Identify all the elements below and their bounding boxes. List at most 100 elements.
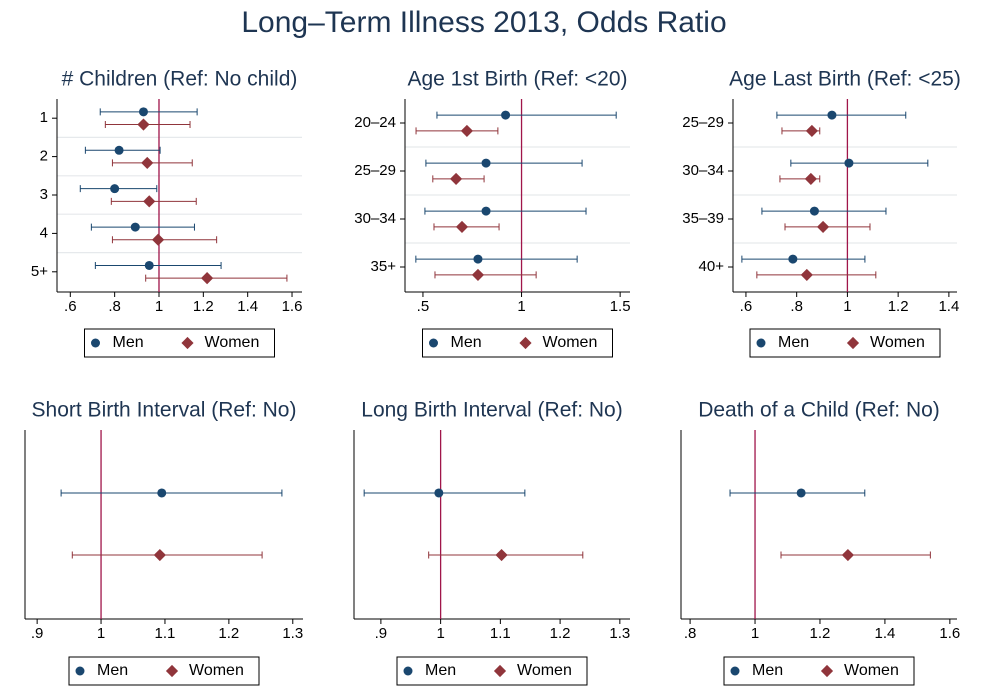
point: [805, 124, 818, 137]
point: [495, 548, 508, 562]
error-bar: [776, 111, 907, 119]
point: [796, 488, 806, 498]
x-tick-label: 1.3: [609, 625, 630, 642]
panel-title: Short Birth Interval (Ref: No): [32, 399, 297, 422]
point: [481, 206, 491, 216]
legend-box: [749, 328, 941, 358]
x-tick-label: 1.4: [938, 298, 959, 315]
error-bar: [761, 207, 887, 215]
point: [130, 222, 140, 232]
legend-marker: [493, 664, 507, 678]
category-label: 1: [40, 109, 48, 126]
x-tick-label: .8: [108, 298, 121, 315]
legend-marker: [730, 666, 740, 676]
x-tick-label: 1.6: [939, 625, 960, 642]
x-tick-label: 1: [843, 298, 851, 315]
category-label: 40+: [699, 258, 725, 275]
x-tick-label: 1.2: [888, 298, 909, 315]
error-bar: [434, 271, 537, 279]
category-label: 25–29: [682, 114, 724, 131]
x-tick-label: 1: [517, 298, 525, 315]
x-tick-label: .9: [31, 625, 44, 642]
panel-title: Long Birth Interval (Ref: No): [361, 399, 622, 422]
category-label: 35+: [371, 258, 397, 275]
legend-label: Men: [425, 662, 456, 679]
point: [827, 110, 837, 120]
point: [153, 548, 166, 562]
category-label: 25–29: [354, 162, 396, 179]
legend-box: [396, 656, 588, 686]
legend-label: Women: [189, 662, 244, 679]
category-label: 20–24: [354, 114, 396, 131]
x-tick-label: 1: [751, 625, 759, 642]
error-bar: [145, 274, 288, 282]
legend-label: Women: [517, 662, 572, 679]
legend-marker: [403, 666, 413, 676]
point: [460, 124, 473, 137]
category-label: 30–34: [682, 162, 724, 179]
error-bar: [790, 159, 929, 167]
x-tick-label: .5: [417, 298, 430, 315]
x-tick-label: 1.1: [490, 625, 511, 642]
legend-marker: [91, 338, 100, 348]
legend-marker: [75, 666, 85, 676]
x-tick-label: 1.5: [610, 298, 631, 315]
error-bar: [436, 111, 617, 119]
point: [449, 172, 463, 185]
legend-label: Women: [844, 662, 899, 679]
error-bar: [741, 255, 866, 263]
legend-marker: [820, 664, 834, 678]
legend-box: [68, 656, 260, 686]
error-bar: [780, 551, 931, 559]
point: [137, 118, 150, 131]
category-label: 2: [40, 148, 48, 165]
x-tick-label: .6: [64, 298, 77, 315]
x-tick-label: 1: [436, 625, 444, 642]
point: [844, 158, 854, 168]
error-bar: [71, 551, 263, 559]
point: [152, 233, 165, 246]
x-tick-label: 1.2: [810, 625, 831, 642]
x-tick-label: 1.1: [155, 625, 176, 642]
error-bar: [425, 159, 583, 167]
legend-marker: [519, 336, 532, 350]
point: [110, 184, 120, 194]
figure-title: Long–Term Illness 2013, Odds Ratio: [241, 6, 726, 39]
error-bar: [424, 207, 587, 215]
error-bar: [756, 271, 877, 279]
legend-label: Men: [113, 334, 144, 351]
x-tick-label: .6: [740, 298, 753, 315]
error-bar: [60, 489, 283, 497]
legend-box: [422, 328, 613, 358]
x-tick-label: 1: [155, 298, 163, 315]
legend-marker: [181, 336, 194, 350]
point: [841, 548, 854, 562]
x-tick-label: 1.3: [282, 625, 303, 642]
legend-box: [723, 656, 915, 686]
x-tick-label: 1.4: [237, 298, 258, 315]
legend-label: Men: [97, 662, 128, 679]
error-bar: [111, 236, 218, 244]
x-tick-label: 1.6: [282, 298, 303, 315]
error-bar: [415, 255, 578, 263]
legend-marker: [429, 338, 438, 348]
x-tick-label: 1.4: [874, 625, 895, 642]
point: [434, 488, 444, 498]
legend-label: Women: [870, 334, 925, 351]
point: [471, 268, 485, 281]
error-bar: [363, 489, 526, 497]
x-tick-label: .8: [684, 625, 697, 642]
point: [800, 268, 813, 281]
point: [481, 158, 491, 168]
x-tick-label: .8: [790, 298, 803, 315]
point: [114, 145, 124, 155]
panel-title: Age 1st Birth (Ref: <20): [407, 68, 627, 91]
x-tick-label: 1.2: [193, 298, 214, 315]
error-bar: [94, 261, 222, 269]
category-label: 3: [40, 186, 48, 203]
legend-label: Women: [205, 334, 260, 351]
legend-label: Women: [543, 334, 598, 351]
point: [138, 107, 148, 117]
